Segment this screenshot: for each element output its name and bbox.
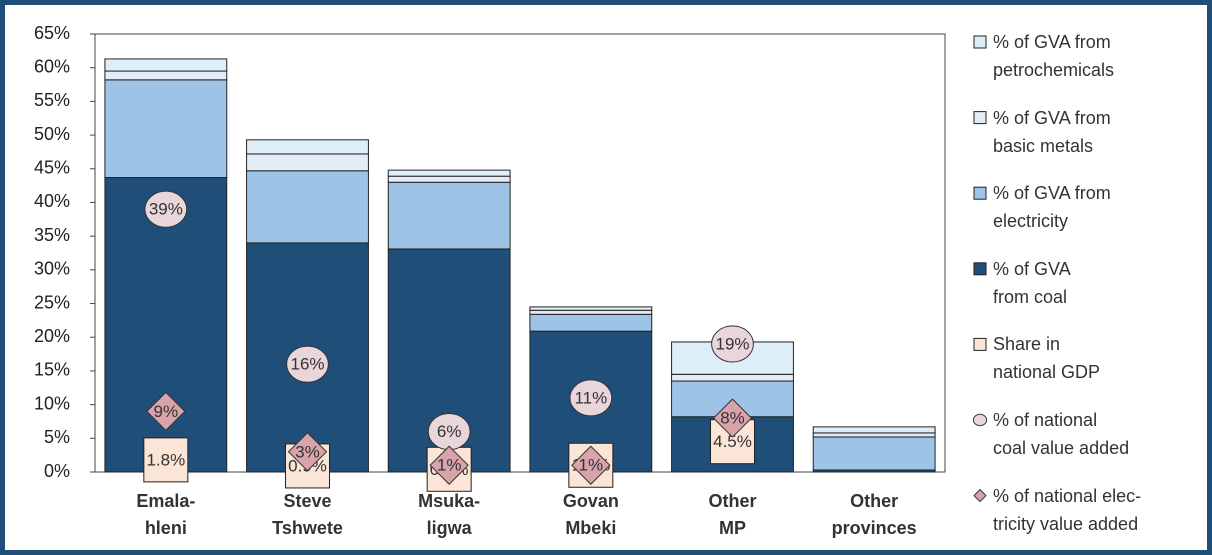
data-label: 39%: [149, 200, 183, 219]
legend-label: % of GVA from electricity: [993, 183, 1111, 232]
square-marker: [973, 337, 987, 351]
bar-segment: [104, 70, 228, 81]
y-tick-label: 60%: [34, 56, 70, 76]
y-tick-label: 20%: [34, 326, 70, 346]
diamond-marker: [146, 391, 186, 432]
bar-segment: [671, 373, 794, 382]
legend-label: % of national coal value added: [993, 410, 1130, 458]
bar-segment: [104, 58, 228, 72]
bar-segment: [812, 432, 936, 438]
y-tick-label: 40%: [34, 191, 70, 211]
y-tick-label: 15%: [34, 360, 70, 380]
diamond-marker: [287, 432, 328, 472]
data-label: 1.8%: [146, 450, 185, 469]
y-tick-label: 50%: [34, 124, 70, 144]
y-tick-label: 55%: [34, 90, 70, 110]
bar-segment: [387, 175, 511, 183]
diamond-marker: [973, 488, 987, 503]
y-tick-label: 45%: [34, 158, 70, 178]
circle-marker: [972, 413, 988, 427]
x-tick-label: Other provinces: [831, 491, 917, 538]
circle-marker: [711, 325, 754, 363]
y-tick-label: 30%: [34, 259, 70, 279]
data-label: 11%: [574, 388, 607, 407]
bar-segment: [246, 170, 369, 244]
legend-label: % of national elec- tricity value added: [993, 485, 1142, 534]
legend-swatch: [973, 262, 987, 276]
legend-label: % of GVA from basic metals: [993, 107, 1111, 156]
bar-segment: [246, 153, 369, 172]
x-tick-label: Msuka- ligwa: [418, 491, 481, 538]
legend-swatch: [973, 186, 987, 200]
y-tick-label: 65%: [34, 23, 70, 43]
bar-segment: [529, 306, 653, 311]
y-tick-label: 35%: [34, 225, 70, 245]
bar-segment: [104, 79, 228, 179]
data-label: 1%: [579, 456, 604, 475]
legend-label: Share in national GDP: [993, 334, 1101, 383]
y-tick-label: 0%: [44, 461, 70, 481]
data-label: 6%: [437, 422, 462, 441]
legend-label: % of GVA from coal: [993, 258, 1071, 307]
y-tick-label: 10%: [34, 393, 70, 413]
diamond-marker: [712, 398, 753, 438]
bar-segment: [812, 436, 936, 471]
data-label: 3%: [295, 442, 320, 461]
plot-area: [94, 33, 946, 473]
data-label: 16%: [290, 355, 324, 374]
legend-label: % of GVA from petrochemicals: [993, 32, 1115, 80]
square-marker: [143, 437, 189, 483]
bar-segment: [387, 181, 511, 250]
data-label: 4.5%: [713, 432, 752, 451]
x-tick-label: Other MP: [708, 491, 757, 538]
bar-segment: [246, 139, 369, 155]
data-label: 1%: [437, 456, 462, 475]
circle-marker: [144, 190, 188, 228]
legend-swatch: [973, 35, 987, 49]
diamond-marker: [571, 445, 611, 485]
x-tick-label: Steve Tshwete: [272, 491, 343, 538]
circle-marker: [286, 345, 329, 383]
bar-segment: [387, 169, 511, 177]
y-tick-label: 25%: [34, 292, 70, 312]
circle-marker: [569, 379, 613, 417]
legend-swatch: [973, 111, 987, 125]
data-label: 19%: [715, 334, 749, 353]
bar-segment: [812, 426, 936, 434]
x-tick-label: Emala- hleni: [136, 491, 196, 538]
y-tick-label: 5%: [44, 427, 70, 447]
diamond-marker: [429, 445, 469, 485]
bar-segment: [529, 313, 653, 332]
data-label: 9%: [154, 402, 179, 421]
x-tick-label: Govan Mbeki: [562, 491, 619, 538]
bar-segment: [529, 309, 653, 315]
data-label: 8%: [720, 409, 745, 428]
